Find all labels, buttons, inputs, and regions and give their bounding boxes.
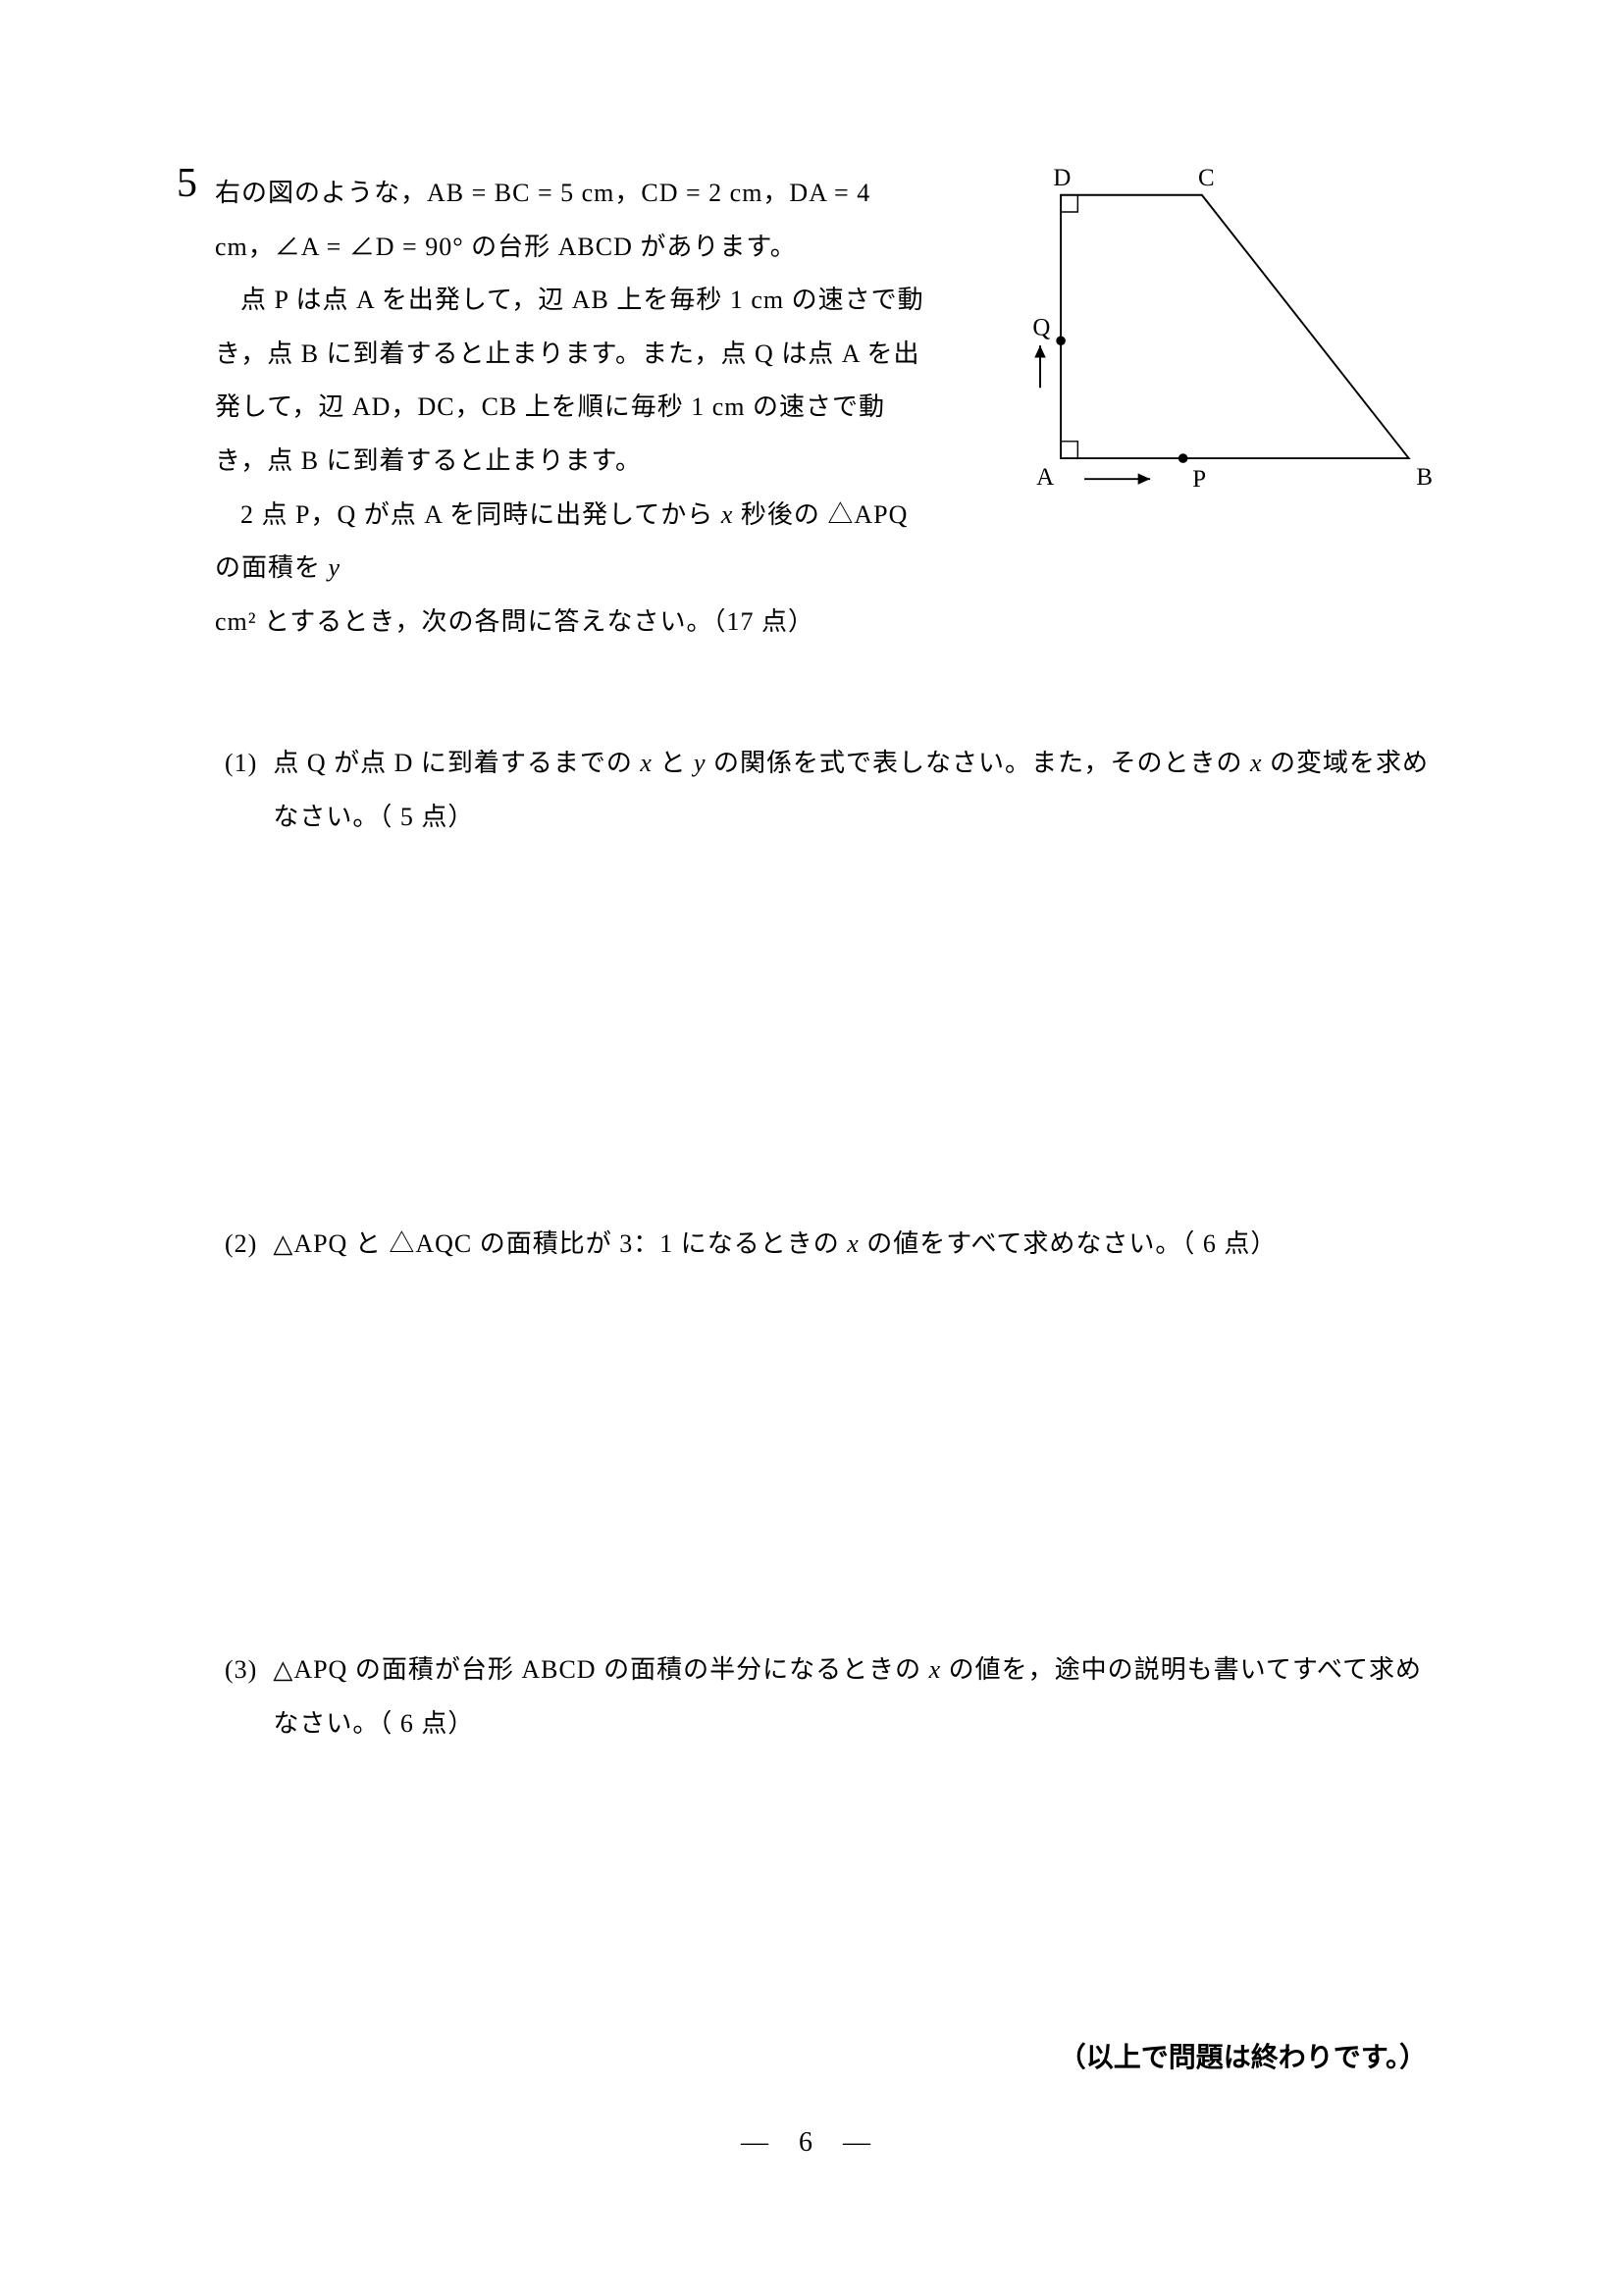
intro-p2: 点 P は点 A を出発して，辺 AB 上を毎秒 1 cm の速さで動き，点 B… bbox=[215, 274, 936, 488]
intro-p1: 右の図のような，AB = BC = 5 cm，CD = 2 cm，DA = 4 … bbox=[215, 167, 936, 274]
problem-number: 5 bbox=[177, 163, 197, 204]
page: 5 右の図のような，AB = BC = 5 cm，CD = 2 cm，DA = … bbox=[0, 0, 1623, 2296]
var-x: x bbox=[721, 500, 734, 529]
subproblem-2: (2) △APQ と △AQC の面積比が 3：1 になるときの x の値をすべ… bbox=[225, 1218, 1446, 1272]
svg-text:B: B bbox=[1416, 464, 1433, 491]
svg-text:P: P bbox=[1192, 466, 1206, 493]
trapezoid-figure: D C A B P Q bbox=[995, 167, 1446, 505]
sub-text-1: 点 Q が点 D に到着するまでの x と y の関係を式で表しなさい。また，そ… bbox=[273, 737, 1446, 844]
intro-p3: 2 点 P，Q が点 A を同時に出発してから x 秒後の △APQ の面積を … bbox=[215, 489, 936, 650]
svg-text:A: A bbox=[1036, 464, 1054, 491]
figure-svg: D C A B P Q bbox=[995, 167, 1446, 505]
sub-num-2: (2) bbox=[225, 1218, 257, 1272]
svg-text:D: D bbox=[1053, 167, 1071, 191]
intro-block: 右の図のような，AB = BC = 5 cm，CD = 2 cm，DA = 4 … bbox=[215, 167, 1446, 649]
var-x: x bbox=[1250, 749, 1263, 777]
subproblem-3: (3) △APQ の面積が台形 ABCD の面積の半分になるときの x の値を，… bbox=[225, 1644, 1446, 1750]
sub-num-3: (3) bbox=[225, 1644, 257, 1750]
var-y: y bbox=[329, 553, 341, 582]
svg-text:Q: Q bbox=[1032, 315, 1050, 341]
intro-text: 右の図のような，AB = BC = 5 cm，CD = 2 cm，DA = 4 … bbox=[215, 167, 936, 649]
subproblems: (1) 点 Q が点 D に到着するまでの x と y の関係を式で表しなさい。… bbox=[225, 737, 1446, 1750]
sub-text-3: △APQ の面積が台形 ABCD の面積の半分になるときの x の値を，途中の説… bbox=[273, 1644, 1446, 1750]
sub-text-2: △APQ と △AQC の面積比が 3：1 になるときの x の値をすべて求めな… bbox=[273, 1218, 1446, 1272]
var-y: y bbox=[694, 749, 707, 777]
page-number: — 6 — bbox=[0, 2127, 1623, 2159]
end-note: （以上で問題は終わりです。） bbox=[1059, 2036, 1427, 2075]
svg-text:C: C bbox=[1198, 167, 1215, 191]
var-x: x bbox=[929, 1655, 942, 1684]
var-x: x bbox=[640, 749, 653, 777]
var-x: x bbox=[847, 1229, 860, 1258]
problem-body: 右の図のような，AB = BC = 5 cm，CD = 2 cm，DA = 4 … bbox=[215, 167, 1446, 1750]
subproblem-1: (1) 点 Q が点 D に到着するまでの x と y の関係を式で表しなさい。… bbox=[225, 737, 1446, 844]
problem-header: 5 右の図のような，AB = BC = 5 cm，CD = 2 cm，DA = … bbox=[177, 167, 1446, 1750]
sub-num-1: (1) bbox=[225, 737, 257, 844]
